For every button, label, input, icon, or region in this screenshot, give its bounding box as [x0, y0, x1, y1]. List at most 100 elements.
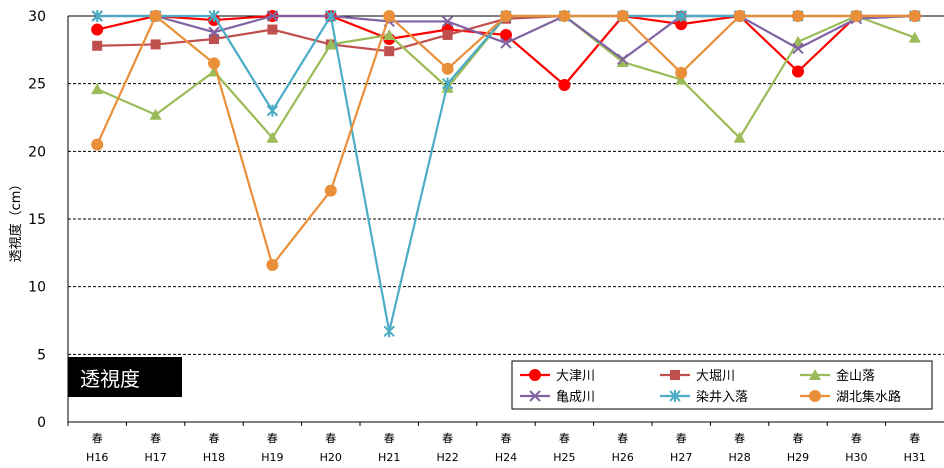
data-point: [324, 38, 337, 50]
data-point: [383, 325, 395, 338]
data-point: [208, 57, 220, 70]
x-tick-label-year: H28: [728, 451, 750, 464]
data-point: [325, 10, 337, 22]
legend-label: 金山落: [836, 368, 875, 384]
x-tick-label-year: H16: [86, 451, 108, 464]
data-point: [733, 10, 746, 22]
data-point: [675, 66, 688, 79]
x-tick-label-season: 春: [734, 432, 745, 445]
title-box-background: [68, 357, 182, 397]
legend-marker: [529, 390, 541, 402]
legend-box: [511, 360, 933, 410]
legend-label: 染井入落: [696, 390, 748, 405]
data-point: [149, 10, 162, 22]
data-point: [500, 28, 512, 41]
x-tick-label-year: H26: [612, 451, 634, 464]
data-point: [908, 31, 921, 43]
x-tick-label-year: H19: [261, 451, 283, 464]
data-point: [792, 42, 804, 55]
x-tick-label-year: H17: [144, 451, 166, 464]
data-point: [383, 28, 396, 40]
data-point: [617, 53, 629, 66]
y-tick-label: 5: [37, 347, 46, 363]
x-tick-label-season: 春: [501, 432, 512, 445]
data-point: [324, 184, 337, 197]
data-point: [92, 40, 103, 51]
data-point: [616, 10, 629, 22]
x-tick-label-year: H29: [787, 451, 809, 464]
y-tick-label: 30: [28, 9, 46, 25]
x-tick-label-year: H27: [670, 451, 692, 464]
x-tick-label-season: 春: [325, 432, 336, 445]
x-tick-label-year: H18: [203, 451, 225, 464]
data-point: [384, 46, 395, 57]
legend-marker: [669, 390, 681, 402]
x-tick-label-season: 春: [92, 432, 103, 445]
data-point: [442, 29, 453, 40]
data-point: [733, 131, 746, 143]
data-point: [267, 24, 278, 35]
y-tick-label: 25: [28, 77, 46, 93]
data-point: [91, 83, 104, 95]
grid-lines: [68, 15, 944, 355]
data-point: [558, 79, 571, 92]
series-5: [91, 10, 921, 272]
x-tick-label-year: H24: [495, 451, 517, 464]
data-point: [150, 39, 161, 50]
data-point: [208, 10, 220, 22]
legend-marker: [809, 390, 821, 402]
legend-label: 亀成川: [556, 390, 595, 405]
data-point: [91, 23, 104, 36]
data-point: [792, 35, 804, 47]
x-tick-label-season: 春: [559, 432, 570, 445]
data-point: [441, 15, 454, 28]
x-tick-label-season: 春: [851, 432, 862, 445]
data-point: [908, 10, 921, 22]
data-point: [616, 56, 629, 68]
x-tick-label-year: H22: [436, 451, 458, 464]
data-point: [91, 138, 104, 151]
data-point: [850, 10, 863, 22]
x-axis: 春 H16 春 H17 春 H18 春 H19 春 H20 春 H21 春 H22 春 H24 春 H25 春 H26…: [67, 421, 944, 464]
legend-label: 大津川: [556, 369, 595, 384]
legend-marker: [670, 370, 680, 380]
data-point: [383, 10, 396, 22]
x-tick-label-season: 春: [209, 432, 220, 445]
y-tick-label: 0: [37, 415, 46, 431]
legend-marker: [809, 369, 821, 380]
y-axis: 0 5 10 15 20 25 30: [28, 9, 69, 431]
x-tick-label-season: 春: [442, 432, 453, 445]
y-tick-label: 15: [28, 212, 46, 228]
title-box-text: 透視度: [80, 367, 140, 391]
data-point: [792, 65, 804, 78]
data-point: [441, 77, 454, 90]
data-point: [208, 26, 220, 38]
y-tick-label: 20: [28, 144, 46, 160]
data-point: [209, 34, 219, 45]
x-tick-label-year: H30: [845, 451, 867, 464]
data-point: [266, 104, 279, 117]
data-point: [675, 73, 688, 85]
x-tick-label-season: 春: [384, 432, 395, 445]
data-point: [266, 10, 279, 22]
x-tick-label-year: H20: [320, 451, 342, 464]
data-point: [91, 10, 103, 22]
x-tick-label-season: 春: [909, 432, 920, 445]
legend-marker: [529, 369, 541, 381]
x-tick-label-year: H25: [553, 451, 575, 464]
x-tick-label-season: 春: [617, 432, 628, 445]
data-point: [500, 10, 512, 22]
data-point: [149, 108, 162, 120]
x-tick-label-season: 春: [676, 432, 687, 445]
data-point: [558, 10, 571, 22]
x-tick-label-season: 春: [150, 432, 161, 445]
x-tick-label-year: H21: [378, 451, 400, 464]
y-tick-label: 10: [28, 280, 46, 296]
legend-label: 大堀川: [696, 369, 735, 384]
x-tick-label-year: H31: [904, 451, 926, 464]
data-point: [266, 259, 279, 272]
data-point: [675, 10, 687, 22]
x-tick-label-season: 春: [267, 432, 278, 445]
